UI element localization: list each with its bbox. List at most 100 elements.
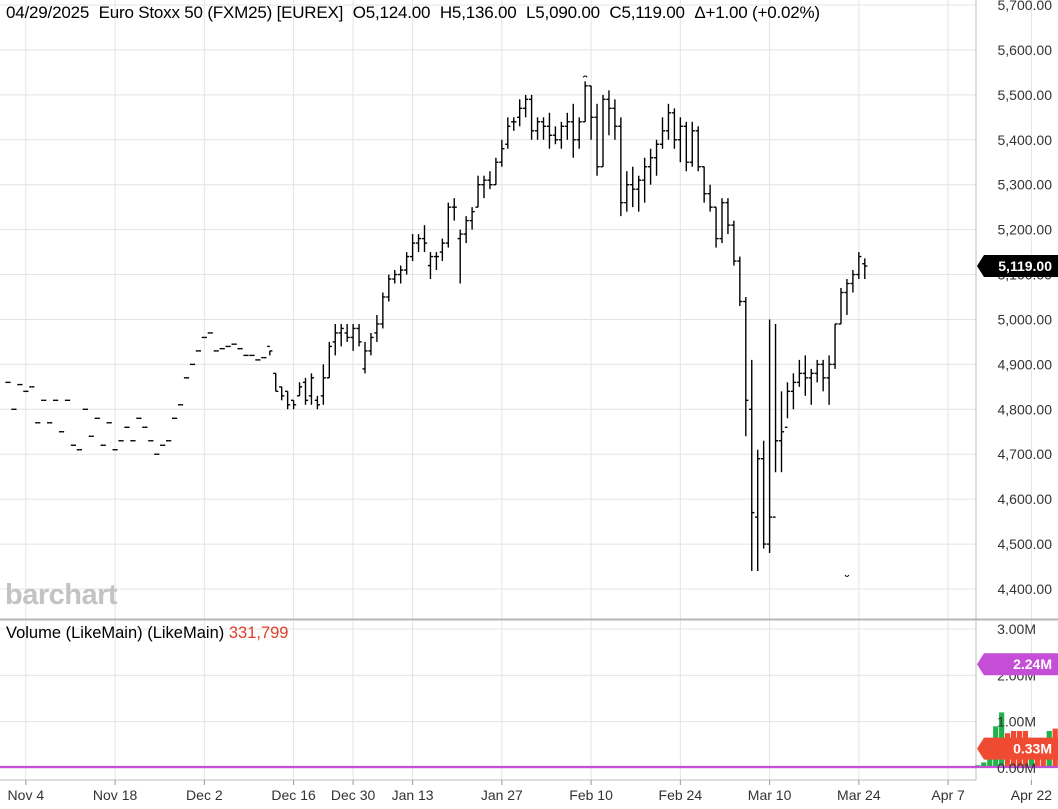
ohlc-bar xyxy=(832,323,838,369)
period-high-marker xyxy=(582,75,588,78)
quote-date: 04/29/2025 xyxy=(6,3,90,22)
ohlc-bar xyxy=(267,345,273,356)
ohlc-bar xyxy=(856,252,862,280)
date-axis-labels: Nov 4 Nov 18 Dec 2 Dec 16 Dec 30 Jan 13 Jan 27… xyxy=(8,780,1052,803)
ohlc-bar xyxy=(665,103,672,140)
ohlc-bar xyxy=(695,126,701,172)
volume-ma-badge: 2.24M xyxy=(977,653,1058,676)
ohlc-bar xyxy=(546,112,553,149)
price-tick-label: 4,400.00 xyxy=(998,581,1053,597)
ohlc-bar xyxy=(588,85,594,140)
ohlc-bar xyxy=(689,121,695,167)
grid-lines xyxy=(0,0,1058,781)
price-tick-label: 5,200.00 xyxy=(998,222,1053,238)
ohlc-bar xyxy=(296,382,303,397)
ohlc-bar xyxy=(350,323,356,351)
quote-change: Δ+1.00 (+0.02%) xyxy=(694,3,820,22)
ohlc-bar xyxy=(326,341,332,379)
ohlc-bar xyxy=(445,202,451,248)
quote-close: C5,119.00 xyxy=(609,3,685,22)
date-tick-label: Feb 24 xyxy=(659,787,703,803)
ohlc-bar xyxy=(344,323,350,342)
ohlc-bar xyxy=(618,117,624,217)
ohlc-bar xyxy=(285,390,291,410)
svg-text:0.33M: 0.33M xyxy=(1013,741,1052,757)
ohlc-bar xyxy=(558,121,564,149)
volume-tick-label: 3.00M xyxy=(997,621,1036,637)
ohlc-bar xyxy=(356,323,362,347)
date-tick-label: Dec 16 xyxy=(271,787,316,803)
price-tick-label: 5,400.00 xyxy=(998,132,1053,148)
ohlc-bar xyxy=(659,117,666,149)
date-tick-label: Apr 22 xyxy=(1011,787,1052,803)
ohlc-bar xyxy=(570,103,576,158)
price-tick-label: 4,900.00 xyxy=(998,356,1053,372)
ohlc-bar xyxy=(778,391,785,473)
quote-high: H5,136.00 xyxy=(439,3,517,22)
ohlc-bar xyxy=(737,256,743,306)
ohlc-bar xyxy=(808,368,814,405)
ohlc-bar xyxy=(612,99,618,140)
ohlc-bar xyxy=(398,265,404,284)
volume-bar xyxy=(1028,751,1034,768)
price-tick-label: 4,600.00 xyxy=(998,491,1053,507)
ohlc-bar xyxy=(451,198,457,221)
date-tick-label: Dec 30 xyxy=(331,787,376,803)
barchart-watermark: barchart xyxy=(5,579,118,611)
ohlc-bar xyxy=(386,274,392,302)
ohlc-bar xyxy=(814,359,820,383)
ohlc-bar xyxy=(415,234,422,253)
ohlc-bar xyxy=(457,229,463,284)
ohlc-bar xyxy=(421,225,428,253)
ohlc-bar xyxy=(511,117,517,131)
date-tick-label: Nov 4 xyxy=(8,787,45,803)
ohlc-bar xyxy=(308,373,315,405)
price-tick-label: 4,800.00 xyxy=(998,401,1053,417)
ohlc-bar xyxy=(606,90,612,136)
ohlc-bar xyxy=(642,157,648,203)
ohlc-bar xyxy=(564,112,570,140)
date-tick-label: Dec 2 xyxy=(186,787,223,803)
date-tick-label: Jan 13 xyxy=(392,787,434,803)
ohlc-bar xyxy=(636,175,642,212)
ohlc-bar xyxy=(600,94,606,168)
svg-text:5,119.00: 5,119.00 xyxy=(998,258,1052,274)
ohlc-bar xyxy=(582,81,588,123)
ohlc-bar xyxy=(677,117,683,163)
price-axis-labels: 4,400.00 4,500.00 4,600.00 4,700.00 4,800.00… xyxy=(998,0,1053,597)
ohlc-bar xyxy=(540,117,547,140)
ohlc-bar xyxy=(523,94,529,118)
ohlc-bar xyxy=(427,252,434,280)
ohlc-bar xyxy=(493,157,499,186)
volume-tick-label: 0.00M xyxy=(997,760,1036,776)
ohlc-bar xyxy=(761,440,767,549)
price-tick-label: 5,700.00 xyxy=(998,0,1053,13)
volume-study-value: 331,799 xyxy=(228,624,289,642)
ohlc-bar xyxy=(338,323,344,347)
volume-tick-label: 1.00M xyxy=(997,714,1036,730)
ohlc-bar xyxy=(380,292,386,329)
quote-symbol: Euro Stoxx 50 (FXM25) [EUREX] xyxy=(98,3,344,22)
ohlc-bar xyxy=(719,198,725,244)
last-volume-badge: 0.33M xyxy=(977,737,1058,760)
ohlc-bar xyxy=(713,206,719,248)
ohlc-bar xyxy=(362,341,368,374)
ohlc-bar xyxy=(302,377,309,405)
ohlc-bar xyxy=(392,270,398,284)
price-bars xyxy=(5,75,868,578)
ohlc-bar xyxy=(576,117,582,149)
ohlc-bar xyxy=(279,386,285,401)
date-tick-label: Apr 7 xyxy=(931,787,965,803)
svg-text:2.24M: 2.24M xyxy=(1013,656,1052,672)
ohlc-bar xyxy=(772,323,779,518)
axis-badges: 5,119.00 2.24M 0.33M xyxy=(977,255,1058,760)
ohlc-bar xyxy=(475,175,481,208)
volume-study-name: Volume (LikeMain) (LikeMain) xyxy=(6,624,225,642)
date-tick-label: Feb 10 xyxy=(569,787,613,803)
volume-bars xyxy=(0,712,1058,769)
price-tick-label: 5,500.00 xyxy=(998,87,1053,103)
ohlc-bar xyxy=(743,297,749,437)
volume-bar xyxy=(987,756,993,768)
ohlc-bar xyxy=(433,252,439,271)
price-tick-label: 5,300.00 xyxy=(998,177,1053,193)
